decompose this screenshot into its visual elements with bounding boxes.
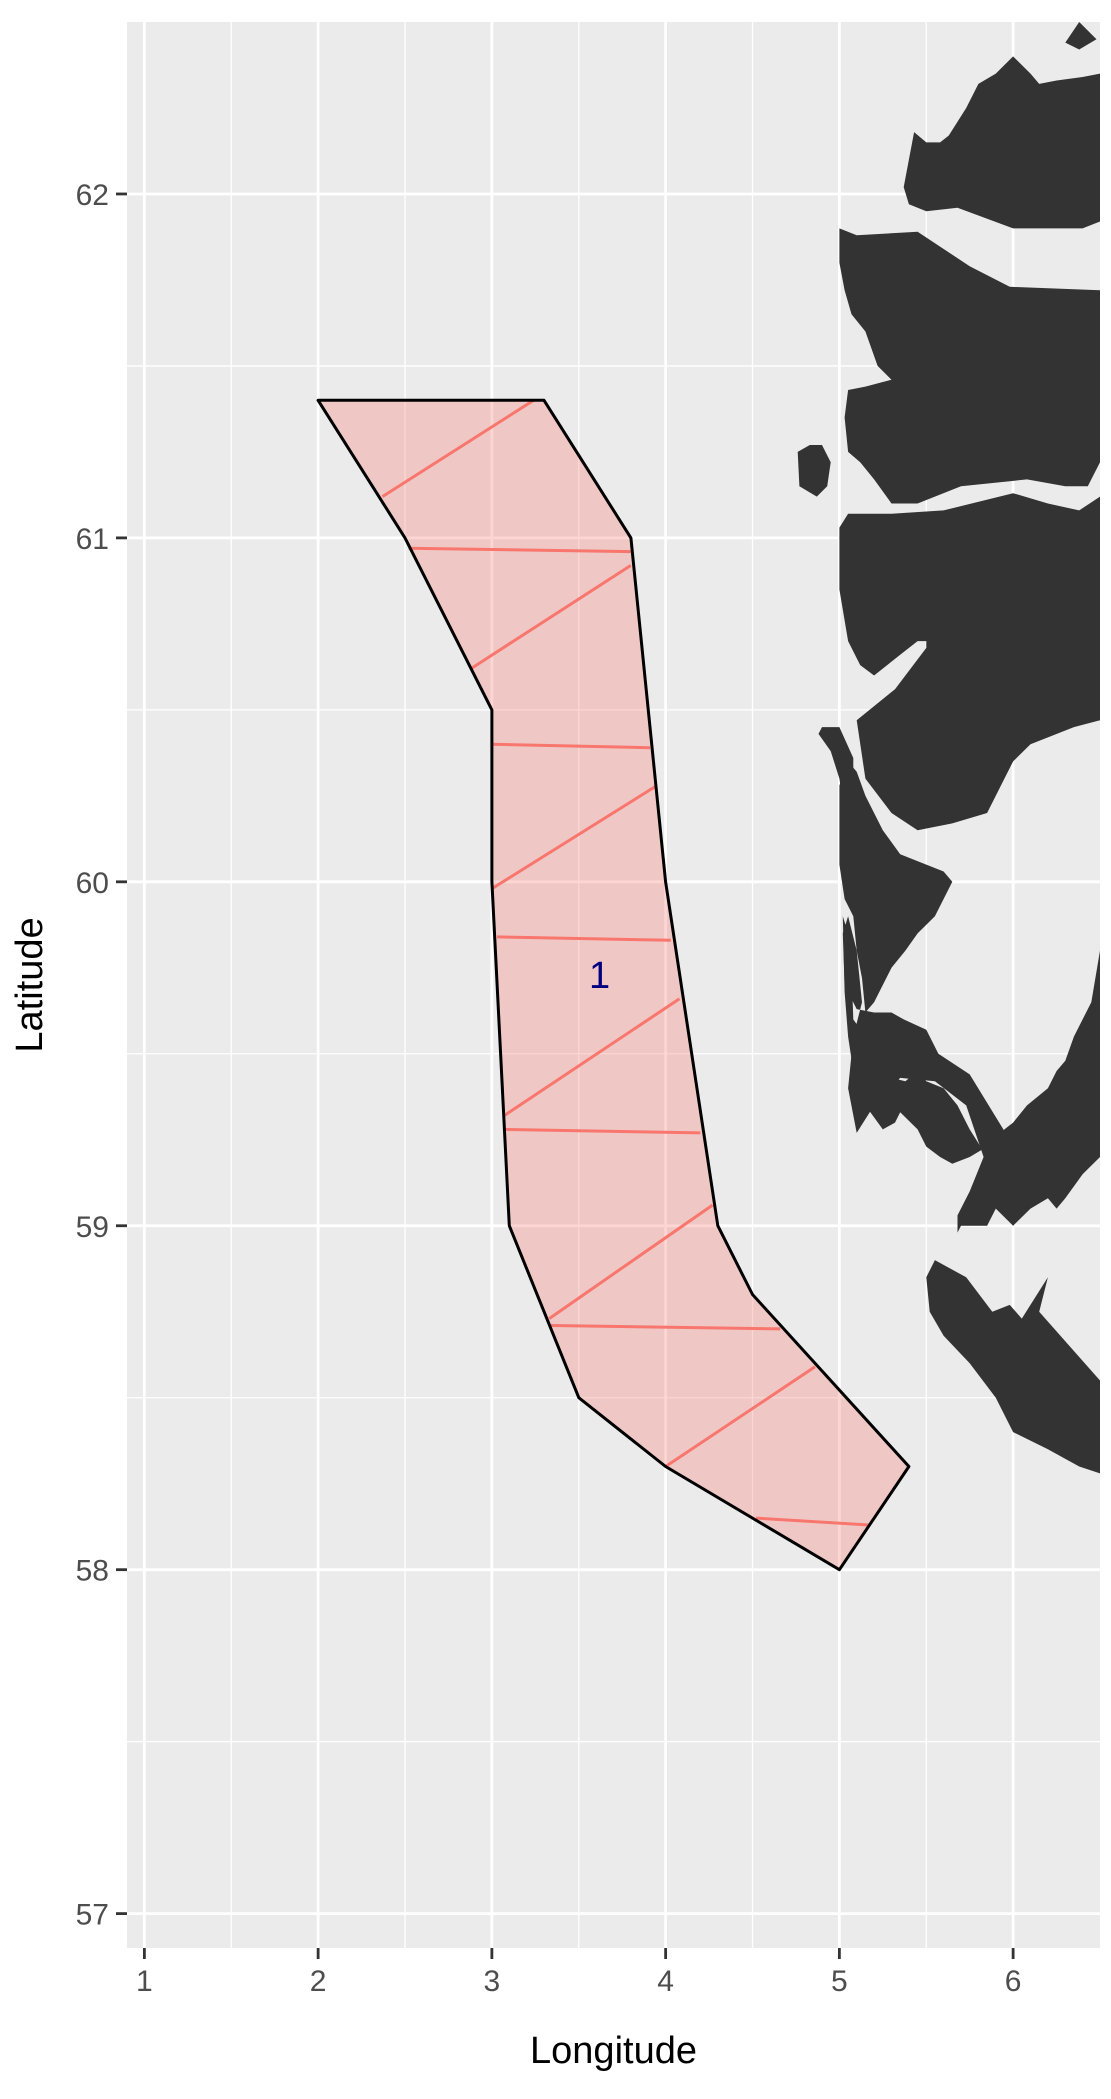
hatch-line bbox=[503, 997, 681, 1117]
y-tick-label: 62 bbox=[76, 179, 109, 212]
land-polygon bbox=[926, 1260, 1100, 1474]
hatch-line bbox=[664, 1365, 816, 1468]
land-polygon bbox=[842, 916, 1100, 1226]
y-axis: 57 58 59 60 61 62 bbox=[76, 179, 127, 1932]
x-tick-label: 5 bbox=[831, 1965, 848, 1998]
x-axis: 1 2 3 4 5 6 bbox=[136, 1948, 1021, 1998]
region-label: 1 bbox=[589, 955, 610, 997]
region-layer: 1 bbox=[316, 398, 911, 1572]
x-tick-label: 2 bbox=[310, 1965, 327, 1998]
hatch-line bbox=[550, 1323, 781, 1331]
land-polygon bbox=[903, 22, 1100, 229]
land-polygon bbox=[842, 916, 1031, 1233]
land-polygon bbox=[839, 761, 953, 1013]
x-tick-label: 6 bbox=[1005, 1965, 1022, 1998]
land-layer bbox=[797, 22, 1100, 1474]
y-tick-label: 58 bbox=[76, 1555, 109, 1588]
hatch-line bbox=[491, 784, 658, 890]
region-hatching bbox=[381, 399, 870, 1527]
y-tick-label: 61 bbox=[76, 523, 109, 556]
land-polygon bbox=[797, 445, 831, 497]
y-tick-label: 57 bbox=[76, 1899, 109, 1932]
hatch-line bbox=[470, 564, 632, 670]
hatch-line bbox=[548, 1203, 714, 1320]
land-polygon bbox=[839, 228, 1100, 504]
region-outline bbox=[316, 398, 911, 1572]
region-polygon bbox=[318, 400, 909, 1570]
x-tick-label: 4 bbox=[657, 1965, 674, 1998]
hatch-line bbox=[505, 1127, 701, 1135]
hatch-line bbox=[497, 935, 671, 942]
x-tick-label: 3 bbox=[484, 1965, 501, 1998]
x-axis-title: Longitude bbox=[530, 2030, 697, 2072]
hatch-line bbox=[408, 546, 631, 554]
hatch-line bbox=[755, 1516, 870, 1527]
y-axis-title: Latitude bbox=[9, 917, 51, 1052]
y-tick-label: 59 bbox=[76, 1211, 109, 1244]
land-polygon bbox=[839, 493, 1100, 831]
y-tick-label: 60 bbox=[76, 867, 109, 900]
x-tick-label: 1 bbox=[136, 1965, 153, 1998]
land-polygon bbox=[1065, 22, 1097, 50]
hatch-line bbox=[381, 399, 535, 498]
hatch-line bbox=[491, 742, 651, 750]
